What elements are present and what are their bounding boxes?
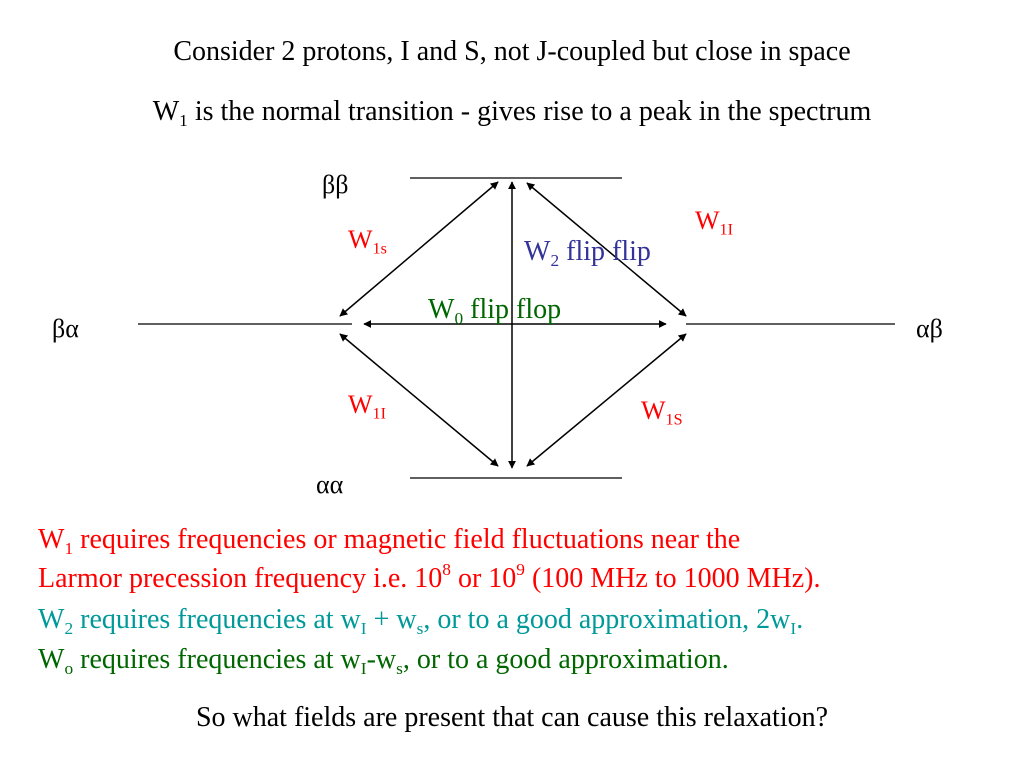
note-w1-line-2: Larmor precession frequency i.e. 108 or …	[38, 559, 821, 594]
w1-symbol: W	[152, 96, 180, 127]
w1i-top-label: W1I	[695, 206, 733, 239]
w2-label: W2 flip flip	[524, 236, 651, 271]
w1i-bottom-arrow	[339, 333, 499, 467]
w0-label: W0 flip flop	[428, 294, 562, 329]
header-line-2: W1 is the normal transition - gives rise…	[0, 96, 1024, 131]
level-aa-label: αα	[316, 470, 344, 499]
w1s-bottom-arrow	[526, 333, 687, 467]
level-ab-label: αβ	[916, 314, 943, 343]
note-w1-line-1: W1 requires frequencies or magnetic fiel…	[38, 524, 741, 559]
header-line-1: Consider 2 protons, I and S, not J-coupl…	[173, 36, 851, 67]
level-bb-label: ββ	[322, 170, 349, 199]
w1s-bottom-label: W1S	[641, 396, 683, 429]
header-line-2-text: is the normal transition - gives rise to…	[187, 96, 872, 127]
closing-question: So what fields are present that can caus…	[195, 702, 829, 733]
w1i-bottom-label: W1I	[348, 390, 386, 423]
w1i-top-arrow	[526, 182, 687, 317]
w1s-top-label: W1s	[348, 225, 387, 258]
w1-subscript: 1	[179, 111, 188, 131]
note-w0-line: Wo requires frequencies at wI-ws, or to …	[38, 644, 729, 679]
note-w2-line: W2 requires frequencies at wI + ws, or t…	[38, 604, 804, 639]
level-ba-label: βα	[52, 314, 79, 343]
w1s-top-arrow	[339, 181, 499, 317]
